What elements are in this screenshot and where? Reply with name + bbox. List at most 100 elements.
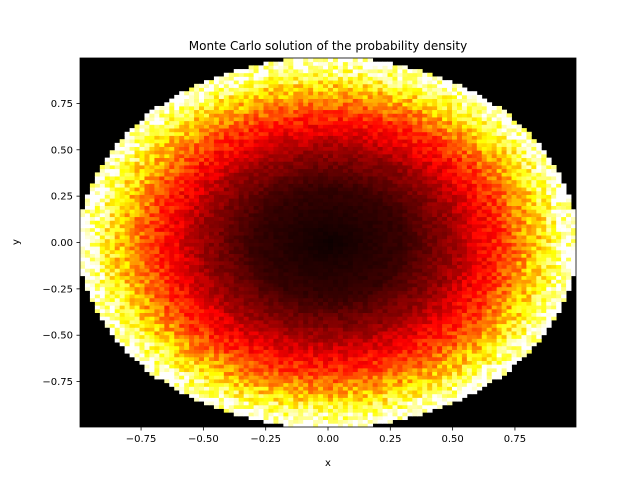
heatmap-cell: [273, 257, 279, 262]
heatmap-cell: [566, 231, 572, 236]
heatmap-cell: [397, 294, 403, 299]
heatmap-cell: [442, 209, 448, 214]
heatmap-cell: [546, 227, 552, 232]
heatmap-cell: [273, 356, 279, 361]
heatmap-cell: [556, 283, 562, 288]
heatmap-cell: [546, 319, 552, 325]
heatmap-cell: [466, 205, 473, 210]
heatmap-cell: [84, 279, 91, 284]
heatmap-cell: [526, 345, 532, 350]
heatmap-cell: [402, 216, 408, 221]
heatmap-cell: [486, 264, 493, 269]
heatmap-cell: [541, 327, 547, 332]
heatmap-cell: [571, 264, 577, 269]
heatmap-cell: [442, 382, 448, 387]
heatmap-cell: [531, 319, 537, 325]
heatmap-cell: [189, 201, 195, 206]
heatmap-cell: [144, 308, 150, 314]
heatmap-cell: [352, 371, 359, 376]
heatmap-cell: [392, 283, 398, 288]
heatmap-cell: [511, 242, 517, 247]
heatmap-cell: [218, 260, 225, 266]
heatmap-cell: [238, 257, 245, 262]
heatmap-cell: [461, 379, 468, 384]
heatmap-cell: [328, 353, 334, 358]
heatmap-cell: [357, 205, 364, 210]
heatmap-cell: [223, 364, 230, 369]
heatmap-cell: [278, 382, 284, 387]
heatmap-cell: [263, 353, 269, 358]
heatmap-cell: [422, 220, 428, 225]
heatmap-cell: [268, 331, 274, 336]
heatmap-cell: [318, 386, 324, 391]
heatmap-cell: [119, 297, 126, 302]
heatmap-cell: [347, 375, 354, 380]
heatmap-cell: [407, 294, 413, 299]
heatmap-cell: [233, 305, 240, 310]
heatmap-cell: [144, 235, 150, 240]
heatmap-cell: [546, 253, 552, 258]
heatmap-cell: [144, 201, 150, 206]
heatmap-cell: [357, 260, 364, 266]
heatmap-cell: [313, 286, 319, 291]
heatmap-cell: [501, 242, 507, 247]
heatmap-cell: [189, 238, 195, 243]
heatmap-cell: [397, 227, 403, 232]
heatmap-cell: [342, 294, 349, 299]
heatmap-cell: [541, 316, 547, 321]
heatmap-cell: [298, 393, 304, 398]
heatmap-cell: [337, 253, 344, 258]
heatmap-cell: [551, 279, 557, 284]
heatmap-cell: [362, 212, 369, 218]
heatmap-cell: [124, 334, 130, 339]
heatmap-cell: [442, 283, 448, 288]
heatmap-cell: [298, 356, 304, 361]
heatmap-cell: [412, 301, 418, 306]
heatmap-cell: [213, 356, 220, 361]
heatmap-cell: [521, 257, 527, 262]
heatmap-cell: [104, 286, 111, 291]
heatmap-cell: [273, 345, 279, 350]
heatmap-cell: [417, 342, 423, 347]
heatmap-cell: [129, 242, 135, 247]
heatmap-cell: [337, 331, 344, 336]
heatmap-cell: [273, 371, 279, 376]
heatmap-cell: [218, 279, 225, 284]
heatmap-cell: [109, 272, 116, 277]
heatmap-cell: [352, 294, 359, 299]
heatmap-cell: [94, 264, 101, 269]
heatmap-cell: [357, 382, 364, 387]
heatmap-cell: [556, 209, 562, 214]
heatmap-cell: [382, 382, 388, 387]
heatmap-cell: [303, 390, 309, 395]
heatmap-cell: [159, 279, 165, 284]
heatmap-cell: [134, 249, 140, 254]
heatmap-cell: [179, 334, 185, 339]
heatmap-cell: [407, 249, 413, 254]
heatmap-cell: [233, 290, 240, 295]
heatmap-cell: [293, 375, 299, 380]
heatmap-cell: [80, 231, 86, 236]
heatmap-cell: [342, 257, 349, 262]
heatmap-cell: [114, 238, 121, 243]
heatmap-cell: [288, 408, 294, 413]
heatmap-cell: [139, 275, 145, 280]
heatmap-cell: [442, 393, 448, 398]
heatmap-cell: [104, 312, 111, 317]
heatmap-cell: [347, 393, 354, 398]
heatmap-cell: [184, 235, 190, 240]
heatmap-cell: [144, 227, 150, 232]
heatmap-cell: [84, 205, 91, 210]
heatmap-cell: [164, 327, 170, 332]
heatmap-cell: [471, 205, 478, 210]
heatmap-cell: [471, 283, 478, 288]
heatmap-cell: [521, 275, 527, 280]
heatmap-cell: [204, 334, 210, 339]
heatmap-cell: [243, 345, 250, 350]
heatmap-cell: [546, 238, 552, 243]
heatmap-cell: [283, 404, 289, 409]
heatmap-cell: [124, 294, 130, 299]
heatmap-cell: [347, 253, 354, 258]
heatmap-cell: [288, 371, 294, 376]
heatmap-cell: [174, 364, 180, 369]
